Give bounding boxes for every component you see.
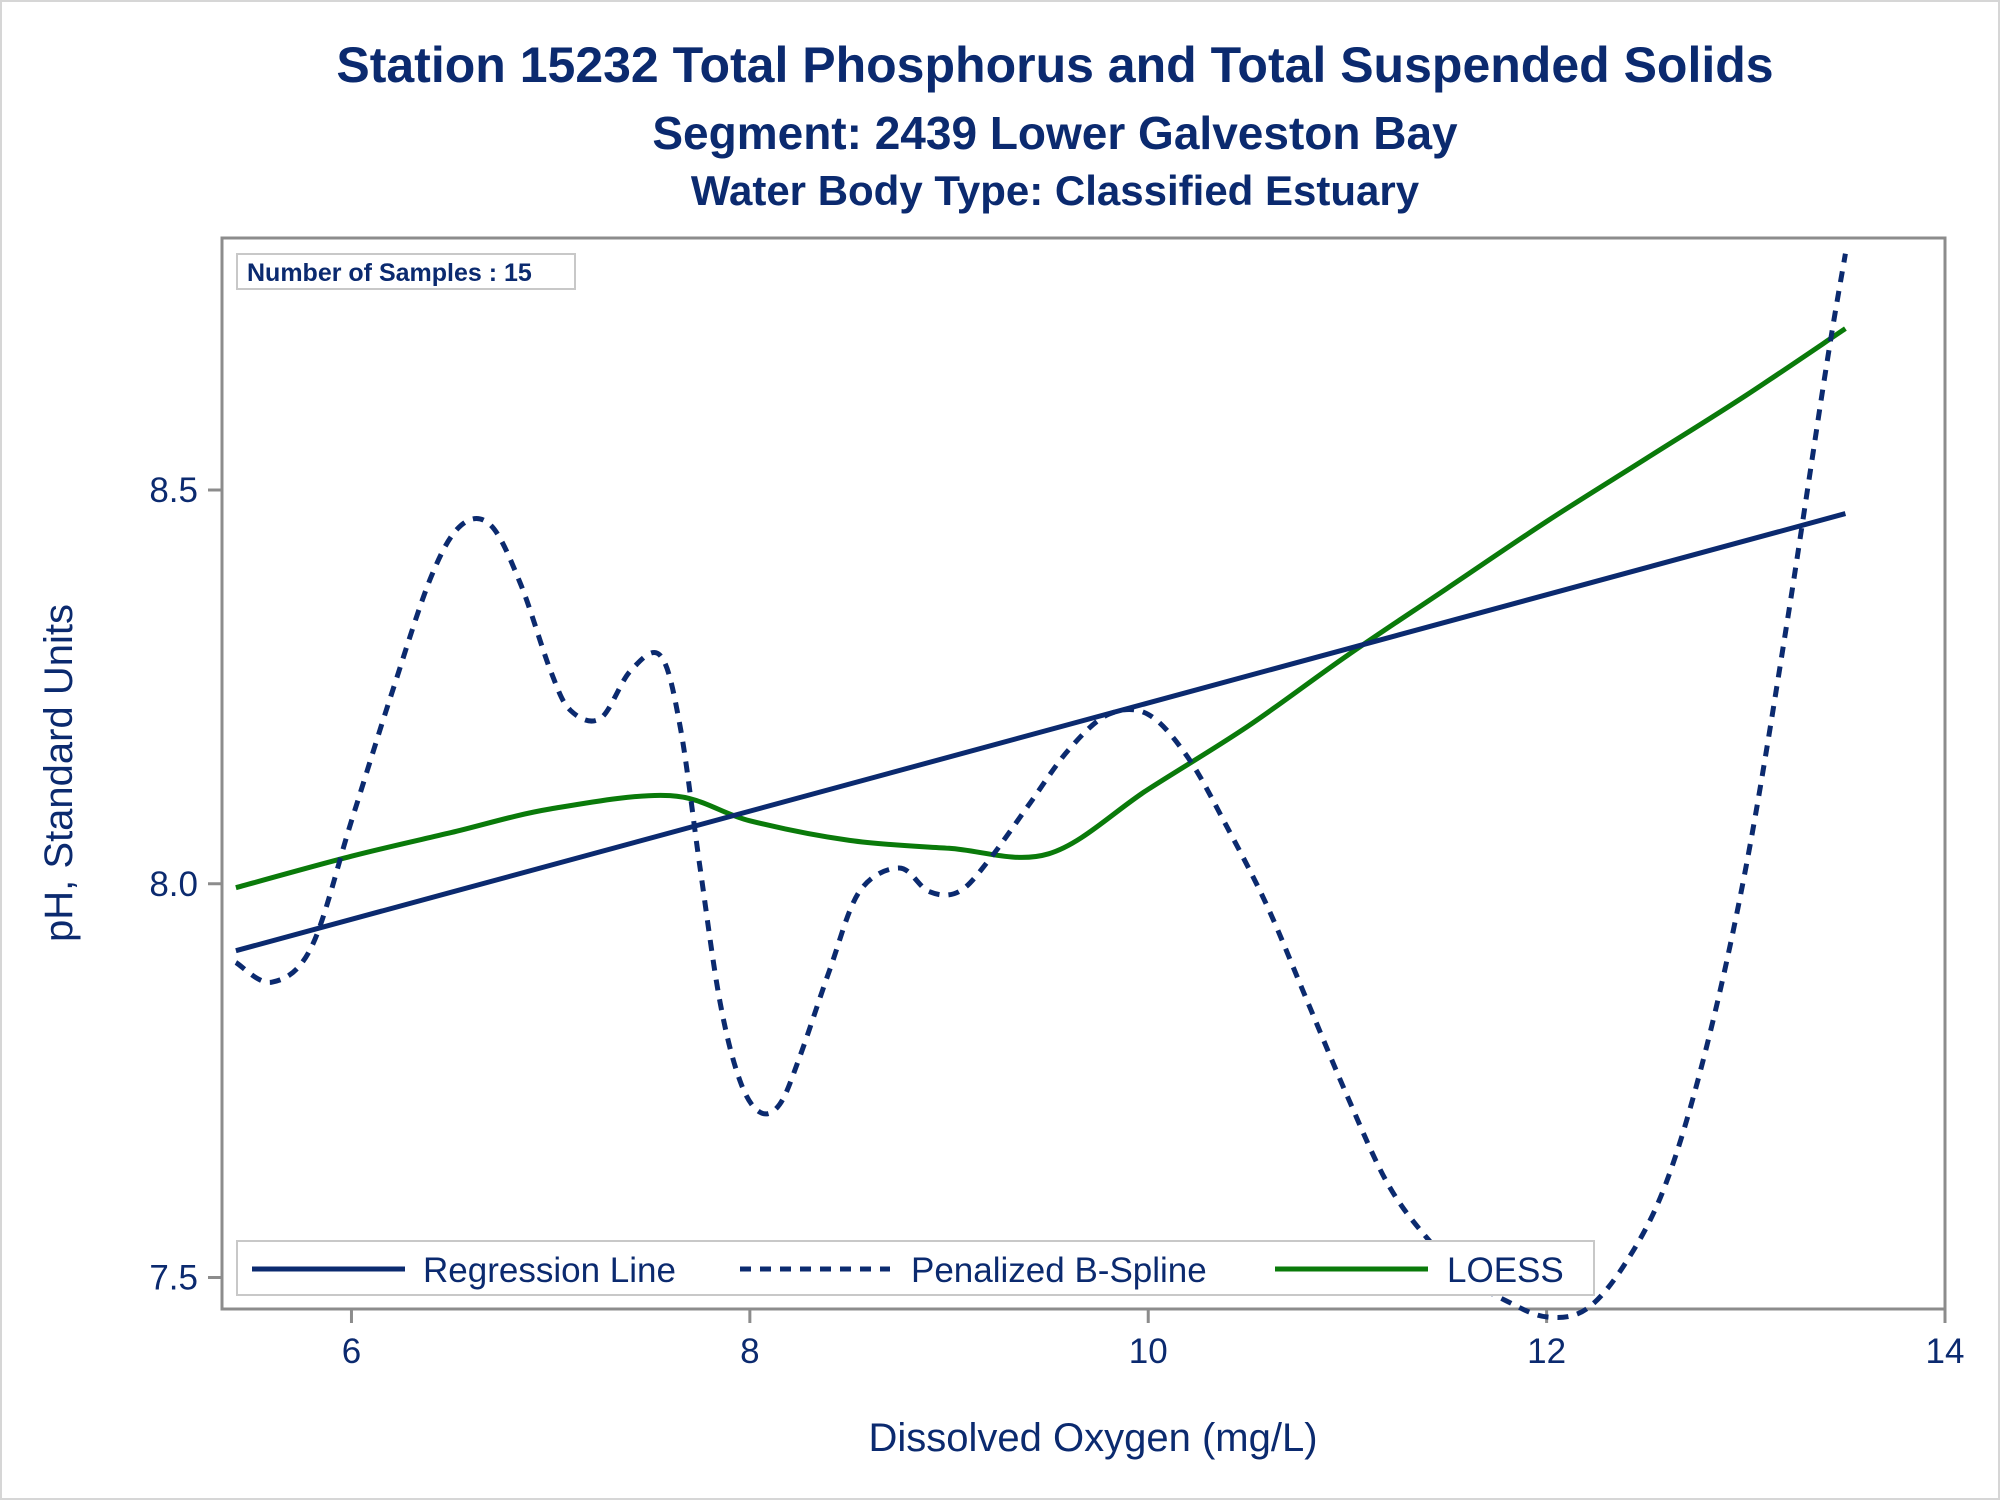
- x-tick-label: 12: [1527, 1332, 1566, 1371]
- y-axis-label: pH, Standard Units: [37, 604, 81, 942]
- x-axis: 6 8 10 12 14: [342, 1309, 1965, 1371]
- legend: Regression Line Penalized B-Spline LOESS: [236, 1240, 1595, 1296]
- legend-label-spline: Penalized B-Spline: [911, 1251, 1207, 1290]
- x-axis-label: Dissolved Oxygen (mg/L): [868, 1416, 1317, 1460]
- x-tick-label: 6: [342, 1332, 361, 1371]
- x-tick-label: 8: [740, 1332, 759, 1371]
- chart-subtitle: Segment: 2439 Lower Galveston Bay: [652, 107, 1458, 159]
- samples-label: Number of Samples : 15: [247, 259, 532, 287]
- legend-label-loess: LOESS: [1447, 1251, 1564, 1290]
- samples-inset-box: [236, 253, 576, 290]
- y-tick-label: 8.5: [149, 471, 198, 510]
- series-regression-line: [235, 511, 1847, 954]
- chart-subtitle-2: Water Body Type: Classified Estuary: [690, 167, 1420, 214]
- samples-inset: Number of Samples : 15: [236, 253, 576, 290]
- series-loess: [235, 326, 1847, 891]
- x-tick-label: 14: [1926, 1332, 1965, 1371]
- plot-area: [220, 236, 1947, 1311]
- legend-label-regression: Regression Line: [423, 1251, 676, 1290]
- y-axis: 7.5 8.0 8.5: [149, 471, 222, 1298]
- series-layer: [234, 253, 1848, 1321]
- y-tick-label: 7.5: [149, 1259, 198, 1298]
- x-tick-label: 10: [1129, 1332, 1168, 1371]
- y-tick-label: 8.0: [149, 865, 198, 904]
- series-penalized-b-spline: [234, 253, 1848, 1321]
- chart-title: Station 15232 Total Phosphorus and Total…: [336, 37, 1774, 93]
